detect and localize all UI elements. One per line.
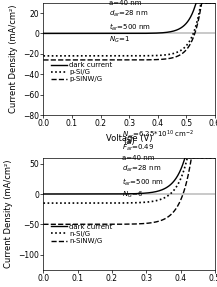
n-SiNW/G xyxy=(190,156,193,159)
dark current xyxy=(146,191,149,195)
n-Si/G xyxy=(42,201,45,205)
n-SiNW/G xyxy=(142,222,144,225)
n-SiNW/G xyxy=(214,156,216,159)
dark current xyxy=(142,32,144,35)
n-Si/G xyxy=(186,156,189,159)
dark current xyxy=(53,32,55,35)
n-SiNW/G xyxy=(172,210,175,214)
dark current xyxy=(195,1,197,5)
Line: dark current: dark current xyxy=(43,3,215,34)
dark current xyxy=(151,191,154,194)
dark current xyxy=(214,156,216,159)
p-Si/G xyxy=(172,52,175,55)
p-Si/G xyxy=(200,1,202,5)
Y-axis label: Current Density (mA/cm²): Current Density (mA/cm²) xyxy=(8,5,18,113)
p-Si/G xyxy=(214,1,216,5)
n-Si/G xyxy=(190,156,192,159)
n-SiNW/G xyxy=(42,223,45,226)
Line: p-Si/G: p-Si/G xyxy=(43,3,215,56)
Text: $N_{ar}$=6.25*10$^{18}$ cm$^{-2}$
$F_{ar}$=0.49
a=40 nm
$d_{ar}$=28 nm
$t_{ar}$=: $N_{ar}$=6.25*10$^{18}$ cm$^{-2}$ $F_{ar… xyxy=(108,0,181,45)
p-SiNW/G xyxy=(146,58,149,61)
dark current xyxy=(214,1,216,5)
n-SiNW/G xyxy=(151,221,154,224)
Text: (a): (a) xyxy=(123,137,135,146)
n-Si/G xyxy=(151,200,154,203)
p-SiNW/G xyxy=(201,1,203,5)
n-Si/G xyxy=(172,189,175,193)
Legend: dark current, n-Si/G, n-SiNW/G: dark current, n-Si/G, n-SiNW/G xyxy=(49,221,115,247)
Line: p-SiNW/G: p-SiNW/G xyxy=(43,3,215,60)
p-Si/G xyxy=(142,54,144,57)
p-SiNW/G xyxy=(151,58,154,61)
n-Si/G xyxy=(214,156,216,159)
Line: dark current: dark current xyxy=(43,158,215,194)
Legend: dark current, p-Si/G, p-SiNW/G: dark current, p-Si/G, p-SiNW/G xyxy=(49,60,115,85)
n-Si/G xyxy=(53,201,55,205)
p-SiNW/G xyxy=(190,41,192,44)
dark current xyxy=(151,32,154,35)
dark current xyxy=(146,32,149,35)
p-Si/G xyxy=(146,54,149,57)
n-SiNW/G xyxy=(190,158,192,162)
p-SiNW/G xyxy=(42,58,45,62)
dark current xyxy=(172,180,175,183)
Line: n-SiNW/G: n-SiNW/G xyxy=(43,158,215,224)
Text: $N_{ar}$=6.25*10$^{10}$ cm$^{-2}$
$F_{ar}$=0.49
a=40 nm
$d_{ar}$=28 nm
$t_{ar}$=: $N_{ar}$=6.25*10$^{10}$ cm$^{-2}$ $F_{ar… xyxy=(122,128,194,200)
dark current xyxy=(190,14,192,18)
dark current xyxy=(42,32,45,35)
n-Si/G xyxy=(142,201,144,204)
p-Si/G xyxy=(151,54,154,57)
n-SiNW/G xyxy=(53,223,55,226)
p-Si/G xyxy=(53,54,55,58)
dark current xyxy=(53,192,55,196)
n-SiNW/G xyxy=(146,222,149,225)
dark current xyxy=(142,192,144,195)
n-Si/G xyxy=(146,200,149,204)
dark current xyxy=(184,156,186,159)
p-SiNW/G xyxy=(172,56,175,59)
Line: n-Si/G: n-Si/G xyxy=(43,158,215,203)
dark current xyxy=(190,156,192,159)
p-SiNW/G xyxy=(214,1,216,5)
dark current xyxy=(172,29,175,33)
X-axis label: Voltage (V): Voltage (V) xyxy=(106,134,152,143)
p-Si/G xyxy=(42,54,45,58)
p-SiNW/G xyxy=(53,58,55,62)
p-SiNW/G xyxy=(142,58,144,62)
p-Si/G xyxy=(190,37,192,40)
Y-axis label: Current Density (mA/cm²): Current Density (mA/cm²) xyxy=(4,160,13,268)
dark current xyxy=(42,192,45,196)
